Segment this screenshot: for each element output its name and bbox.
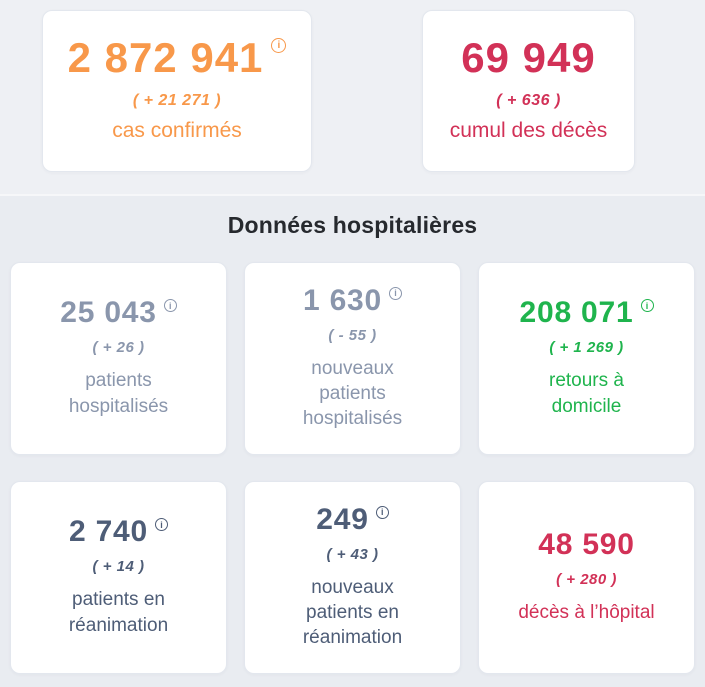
card-cas-confirmes: 2 872 941 i ( + 21 271 ) cas confirmés — [42, 10, 312, 172]
card-nouveaux-patients-hospitalises: 1 630 i ( - 55 ) nouveaux patients hospi… — [244, 262, 461, 455]
info-icon[interactable]: i — [155, 518, 169, 532]
retours-a-domicile-value-row: 208 071 i — [519, 296, 654, 330]
nouveaux-patients-en-reanimation-delta: ( + 43 ) — [326, 545, 379, 563]
patients-en-reanimation-label: patients en réanimation — [68, 589, 169, 636]
nouveaux-patients-hospitalises-delta: ( - 55 ) — [328, 326, 377, 344]
hospital-cards-grid: 25 043 i ( + 26 ) patients hospitalisés … — [10, 262, 695, 674]
retours-a-domicile-delta: ( + 1 269 ) — [549, 339, 624, 357]
cumul-deces-delta: ( + 636 ) — [496, 92, 561, 110]
patients-en-reanimation-value: 2 740 — [68, 515, 149, 549]
cas-confirmes-value-row: 2 872 941 i — [68, 37, 287, 79]
info-icon[interactable]: i — [271, 38, 287, 54]
patients-hospitalises-value: 25 043 — [60, 296, 157, 330]
cas-confirmes-delta: ( + 21 271 ) — [132, 92, 222, 110]
nouveaux-patients-en-reanimation-label: nouveaux patients en réanimation — [302, 576, 403, 649]
deces-a-hopital-label: décès à l’hôpital — [518, 601, 655, 623]
cumul-deces-value-row: 69 949 — [461, 37, 595, 79]
card-deces-a-hopital: 48 590 ( + 280 ) décès à l’hôpital — [478, 481, 695, 674]
cas-confirmes-label: cas confirmés — [112, 119, 242, 143]
patients-en-reanimation-delta: ( + 14 ) — [92, 558, 145, 576]
patients-hospitalises-delta: ( + 26 ) — [92, 339, 145, 357]
nouveaux-patients-en-reanimation-value-row: 249 i — [316, 502, 389, 536]
hospital-section: Données hospitalières 25 043 i ( + 26 ) … — [0, 194, 705, 687]
patients-hospitalises-value-row: 25 043 i — [60, 298, 177, 328]
info-icon[interactable]: i — [389, 286, 403, 300]
retours-a-domicile-label: retours à domicile — [549, 370, 624, 417]
card-patients-en-reanimation: 2 740 i ( + 14 ) patients en réanimation — [10, 481, 227, 674]
patients-hospitalises-label: patients hospitalisés — [68, 370, 169, 417]
cumul-deces-value: 69 949 — [461, 34, 596, 82]
card-nouveaux-patients-en-reanimation: 249 i ( + 43 ) nouveaux patients en réan… — [244, 481, 461, 674]
cas-confirmes-value: 2 872 941 — [67, 34, 264, 82]
cumul-deces-label: cumul des décès — [449, 119, 608, 143]
nouveaux-patients-en-reanimation-value: 249 — [316, 502, 369, 536]
card-patients-hospitalises: 25 043 i ( + 26 ) patients hospitalisés — [10, 262, 227, 455]
retours-a-domicile-value: 208 071 — [519, 296, 634, 330]
card-cumul-deces: 69 949 ( + 636 ) cumul des décès — [422, 10, 635, 172]
patients-en-reanimation-value-row: 2 740 i — [68, 515, 169, 549]
nouveaux-patients-hospitalises-value-row: 1 630 i — [302, 283, 403, 317]
card-retours-a-domicile: 208 071 i ( + 1 269 ) retours à domicile — [478, 262, 695, 455]
deces-a-hopital-value-row: 48 590 — [538, 527, 635, 561]
nouveaux-patients-hospitalises-label: nouveaux patients hospitalisés — [302, 357, 403, 430]
deces-a-hopital-delta: ( + 280 ) — [556, 570, 617, 588]
info-icon[interactable]: i — [163, 299, 177, 313]
info-icon[interactable]: i — [640, 299, 654, 313]
nouveaux-patients-hospitalises-value: 1 630 — [302, 283, 383, 317]
deces-a-hopital-value: 48 590 — [538, 527, 635, 561]
hospital-section-title: Données hospitalières — [227, 212, 478, 238]
info-icon[interactable]: i — [375, 505, 389, 519]
summary-section: 2 872 941 i ( + 21 271 ) cas confirmés 6… — [0, 0, 705, 194]
